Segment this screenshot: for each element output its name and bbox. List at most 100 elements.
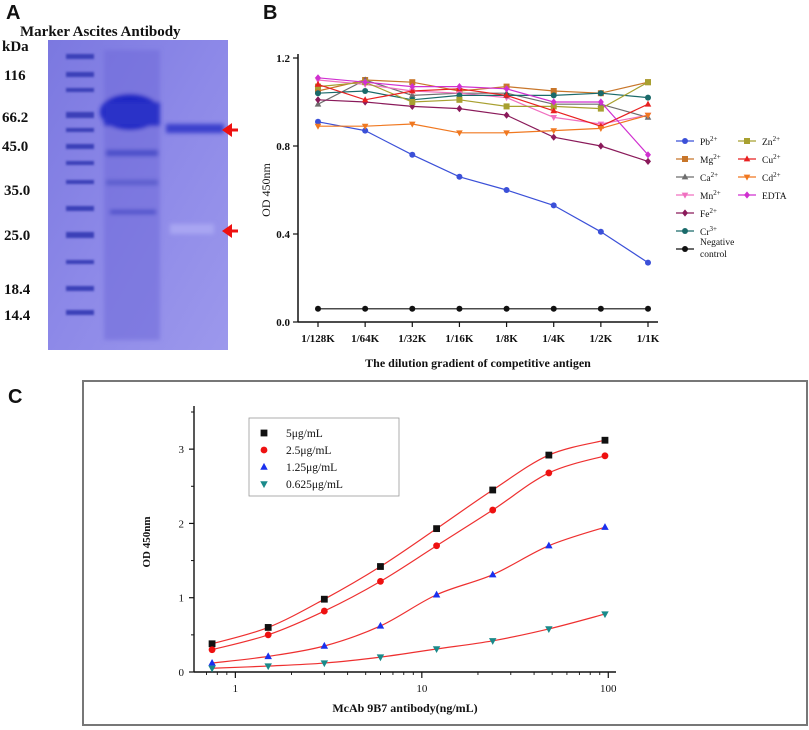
c-legend-marker	[260, 446, 268, 454]
c-point-5-g-ml	[264, 624, 272, 631]
b-point-pb	[315, 118, 321, 125]
c-legend-marker	[260, 429, 268, 437]
sds-page-gel-panel: Marker Ascites Antibody kDa 116 66.2 45.…	[0, 20, 250, 360]
b-legend-label: Mn2+	[700, 189, 721, 202]
b-legend-superscript: 2+	[773, 135, 781, 143]
b-legend-superscript: 2+	[710, 207, 718, 215]
b-legend: Pb2+ Mg2+ Ca2+ Mn2+ Fe2+ Cr3+Negative control Z…	[676, 135, 787, 260]
b-legend-label: Fe2+	[700, 207, 717, 220]
b-point-cd	[550, 128, 558, 135]
c-point-0-625-g-ml	[601, 611, 609, 619]
b-legend-marker	[682, 138, 688, 144]
c-point-1-25-g-ml	[601, 523, 609, 530]
arrow-light-chain	[222, 224, 238, 238]
b-point-fe	[315, 96, 321, 104]
b-point-cr	[597, 90, 604, 97]
c-legend-label: 5μg/mL	[286, 428, 323, 440]
b-x-tick-label: 1/64K	[351, 333, 380, 345]
marker-25-0: 25.0	[4, 228, 30, 244]
b-legend-label: Cr3+	[700, 225, 717, 238]
b-legend-marker	[681, 173, 689, 180]
b-point-negative-control	[645, 305, 651, 312]
b-point-cd	[456, 130, 463, 137]
b-legend-label: Pb2+	[700, 135, 718, 148]
b-point-fe	[645, 157, 651, 165]
b-legend-marker	[682, 156, 688, 162]
b-legend-item-negative-control: Negative control	[676, 238, 734, 260]
b-series-pb	[315, 118, 651, 266]
b-point-cu	[644, 100, 652, 107]
b-point-edta	[597, 98, 604, 106]
b-x-tick-label: 1/32K	[398, 333, 427, 345]
b-point-cd	[644, 112, 652, 119]
b-legend-item-pb: Pb2+	[676, 135, 718, 148]
arrow-heavy-chain	[222, 123, 238, 137]
b-legend-marker	[744, 138, 750, 144]
panel-label-c: C	[8, 386, 23, 408]
b-legend-superscript: 2+	[710, 135, 718, 143]
marker-66-2: 66.2	[2, 110, 28, 126]
b-legend-marker	[743, 174, 751, 181]
b-point-cu	[503, 91, 510, 98]
b-line-fe	[317, 99, 649, 162]
b-point-mg	[550, 88, 557, 94]
b-point-edta	[456, 83, 463, 91]
c-legend-label: 2.5μg/mL	[286, 445, 331, 457]
c-point-2-5-g-ml	[377, 577, 384, 585]
b-point-zn	[503, 103, 510, 110]
b-point-zn	[645, 79, 651, 86]
c-y-tick-label: 3	[179, 444, 185, 456]
c-point-2-5-g-ml	[433, 542, 440, 550]
c-fit-curve-1-25-g-ml	[211, 526, 606, 664]
b-x-tick-label: 1/8K	[495, 333, 518, 345]
b-point-cu	[361, 96, 369, 103]
b-point-cu	[314, 80, 322, 87]
c-point-5-g-ml	[433, 525, 440, 533]
b-line-cr	[317, 90, 649, 101]
b-legend-superscript: 2+	[713, 153, 721, 161]
b-line-mg	[317, 79, 649, 94]
b-legend-superscript: 2+	[713, 189, 721, 197]
c-point-1-25-g-ml	[432, 590, 441, 598]
c-point-1-25-g-ml	[320, 641, 329, 649]
c-point-0-625-g-ml	[545, 626, 553, 633]
c-legend-item-0-625-g-ml: 0.625μg/mL	[260, 479, 343, 491]
c-x-tick-label: 100	[600, 683, 617, 695]
c-fit-curve-2-5-g-ml	[211, 455, 606, 651]
c-series-0-625-g-ml	[208, 611, 609, 673]
b-series-cu	[314, 80, 652, 129]
c-legend-label: 1.25μg/mL	[286, 462, 337, 474]
b-point-negative-control	[456, 305, 463, 312]
b-legend-label: Negative	[700, 238, 734, 248]
b-point-negative-control	[597, 305, 604, 312]
b-y-axis-title: OD 450nm	[259, 163, 273, 217]
b-point-cd	[503, 130, 510, 137]
b-legend-superscript: 2+	[711, 171, 719, 179]
b-legend-item-ca: Ca2+	[676, 171, 718, 184]
b-point-pb	[362, 127, 369, 134]
b-point-fe	[597, 142, 604, 150]
b-legend-superscript: 3+	[710, 225, 718, 233]
c-point-2-5-g-ml	[545, 469, 553, 477]
b-point-cr	[645, 94, 651, 101]
b-legend-label: Cd2+	[762, 171, 781, 184]
c-point-5-g-ml	[320, 595, 328, 603]
c-point-0-625-g-ml	[320, 660, 329, 668]
c-y-axis-title: OD 450nm	[141, 516, 153, 567]
b-series-edta	[315, 74, 651, 159]
b-legend-item-mn: Mn2+	[676, 189, 721, 202]
b-legend-item-cu: Cu2+	[738, 153, 781, 166]
b-point-cu	[408, 87, 416, 94]
b-point-mg	[409, 79, 416, 86]
c-point-1-25-g-ml	[208, 659, 216, 666]
b-y-tick-label: 1.2	[276, 53, 290, 65]
c-legend-marker	[260, 481, 268, 489]
c-legend-marker	[260, 462, 268, 470]
b-x-tick-label: 1/16K	[445, 333, 474, 345]
b-point-edta	[503, 85, 510, 93]
b-point-fe	[456, 105, 463, 113]
c-y-tick-label: 0	[179, 667, 185, 679]
b-x-tick-label: 1/1K	[637, 333, 660, 345]
chart-c: 0 1 2 3 1 10 100 McAb 9B7 antibody(ng/mL) OD 450…	[141, 406, 617, 715]
c-fit-curve-5-g-ml	[211, 439, 606, 645]
